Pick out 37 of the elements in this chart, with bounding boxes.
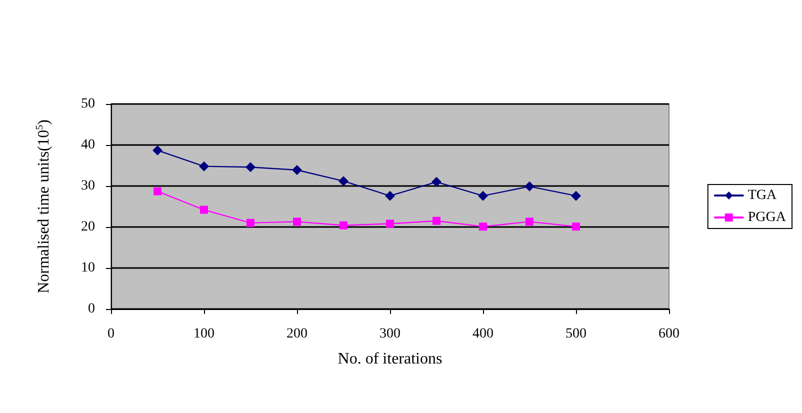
point: [246, 162, 256, 172]
point: [152, 145, 162, 156]
point: [479, 222, 487, 231]
point: [386, 220, 394, 228]
legend-label: PGGA: [748, 210, 787, 225]
x-tick-label: 100: [194, 326, 214, 342]
y-tick-label: 0: [88, 302, 95, 316]
point: [526, 218, 534, 226]
point: [292, 165, 302, 176]
point: [340, 221, 348, 230]
y-tick-label: 30: [81, 178, 95, 194]
x-axis-title: No. of iterations: [338, 350, 442, 368]
y-tick-label: 50: [81, 96, 95, 112]
point: [385, 190, 395, 201]
y-tick-label: 10: [81, 260, 95, 276]
x-tick-label: 0: [108, 326, 114, 342]
point: [199, 161, 209, 172]
x-tick-label: 600: [658, 326, 680, 342]
point: [154, 187, 162, 196]
x-tick-label: 400: [472, 326, 494, 342]
point: [293, 218, 301, 226]
point: [432, 176, 442, 187]
point: [432, 216, 440, 225]
point: [200, 206, 208, 214]
point: [572, 222, 580, 231]
point: [478, 190, 488, 201]
x-tick-label: 500: [566, 326, 586, 342]
legend-label: TGA: [748, 188, 778, 203]
y-tick-label: 20: [81, 220, 95, 234]
y-tick-label: 40: [81, 138, 95, 152]
point: [571, 190, 581, 201]
x-tick-label: 300: [380, 326, 400, 342]
x-tick-label: 200: [286, 326, 308, 342]
y-axis-title: Normalised time units(105): [34, 120, 52, 294]
point: [338, 176, 348, 186]
point: [246, 218, 254, 227]
point: [524, 181, 534, 192]
